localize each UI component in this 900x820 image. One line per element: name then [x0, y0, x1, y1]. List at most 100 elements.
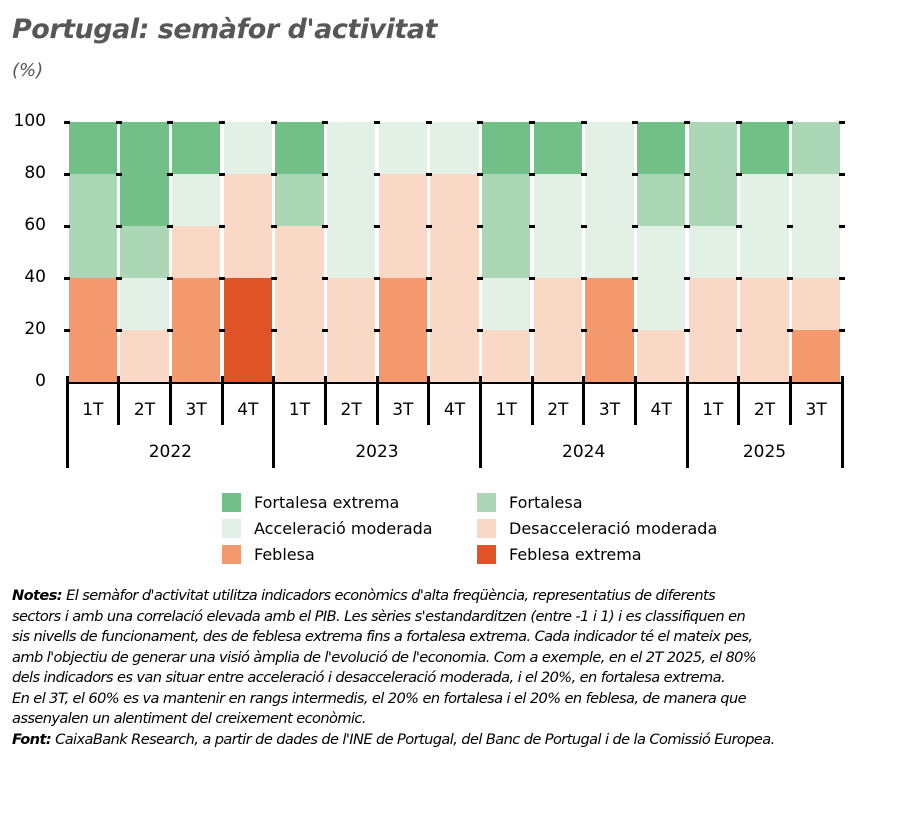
notes-line-3: amb l'objectiu de generar una visió àmpl…: [12, 648, 757, 666]
tick-mark: [477, 328, 484, 332]
y-tick-label: 60: [24, 215, 46, 235]
tick-mark: [839, 224, 845, 228]
tick-mark: [839, 172, 845, 176]
tick-mark: [374, 172, 380, 176]
year-separator: [272, 376, 276, 468]
segment-acceleracio-moderada: [481, 278, 531, 330]
tick-mark: [374, 276, 380, 280]
tick-mark: [580, 276, 587, 280]
tick-mark: [839, 120, 845, 124]
quarter-separator: [117, 376, 121, 425]
tick-mark: [425, 172, 432, 176]
legend-label: Feblesa: [254, 544, 315, 564]
year-label: 2023: [355, 442, 399, 462]
tick-mark: [219, 120, 225, 124]
quarter-label: 4T: [237, 400, 259, 420]
quarter-label: 2T: [547, 400, 569, 420]
tick-mark: [580, 172, 587, 176]
tick-mark: [787, 328, 794, 332]
legend-label: Acceleració moderada: [254, 518, 433, 538]
quarter-label: 1T: [495, 400, 517, 420]
tick-mark: [115, 172, 122, 176]
quarter-label: 3T: [598, 400, 621, 420]
segment-fortalesa: [68, 174, 118, 278]
legend-swatch: [477, 492, 496, 512]
tick-mark: [735, 276, 742, 280]
bar-1t-2024: [481, 122, 531, 382]
y-tick-label: 0: [35, 371, 46, 391]
quarter-separator: [168, 376, 172, 425]
quarter-label: 2T: [753, 400, 776, 420]
bar-4t-2024: [636, 122, 686, 382]
tick-mark: [684, 328, 690, 332]
segment-fortalesa: [636, 174, 686, 226]
bar-2t-2022: [120, 122, 169, 382]
legend-item-fortalesa: Fortalesa: [477, 492, 583, 512]
tick-mark: [270, 120, 277, 124]
bar-3t-2024: [585, 122, 634, 382]
segment-desacceleracio-moderada: [171, 226, 221, 278]
bar-2t-2025: [740, 122, 789, 382]
tick-mark: [374, 120, 380, 124]
segment-fortalesa-extrema: [120, 122, 169, 226]
segment-fortalesa-extrema: [481, 122, 531, 174]
y-tick-label: 100: [13, 111, 46, 131]
quarter-label: 2T: [340, 400, 362, 420]
year-separator: [65, 376, 69, 468]
tick-mark: [735, 172, 742, 176]
tick-mark: [735, 328, 742, 332]
chart-title: Portugal: semàfor d'activitat: [12, 14, 437, 45]
tick-mark: [64, 172, 70, 176]
segment-desacceleracio-moderada: [791, 278, 841, 330]
segment-desacceleracio-moderada: [326, 278, 376, 382]
tick-mark: [580, 224, 587, 228]
tick-mark: [219, 276, 225, 280]
tick-mark: [735, 224, 742, 228]
segment-acceleracio-moderada: [791, 174, 841, 278]
tick-mark: [167, 120, 174, 124]
tick-mark: [322, 328, 329, 332]
tick-mark: [270, 172, 277, 176]
segment-feblesa: [791, 330, 841, 382]
segment-desacceleracio-moderada: [120, 330, 169, 382]
tick-mark: [425, 224, 432, 228]
quarter-label: 4T: [443, 400, 466, 420]
legend-swatch: [477, 518, 496, 538]
legend-swatch: [477, 544, 496, 564]
bar-3t-2022: [171, 122, 221, 382]
tick-mark: [684, 120, 690, 124]
notes-line-0: Notes: El semàfor d'activitat utilitza i…: [12, 586, 892, 607]
quarter-label: 1T: [702, 400, 724, 420]
tick-mark: [477, 120, 484, 124]
source-label: Font:: [12, 730, 52, 748]
tick-mark: [322, 172, 329, 176]
segment-desacceleracio-moderada: [430, 174, 479, 382]
tick-mark: [115, 224, 122, 228]
segment-acceleracio-moderada: [636, 226, 686, 330]
segment-fortalesa: [120, 226, 169, 278]
quarter-separator: [323, 376, 327, 425]
segment-desacceleracio-moderada: [688, 278, 738, 382]
tick-mark: [529, 172, 535, 176]
tick-mark: [787, 224, 794, 228]
legend-label: Desacceleració moderada: [509, 518, 718, 538]
tick-mark: [167, 276, 174, 280]
tick-mark: [115, 276, 122, 280]
bar-3t-2023: [378, 122, 428, 382]
tick-mark: [632, 120, 639, 124]
segment-acceleracio-moderada: [326, 122, 376, 278]
segment-acceleracio-moderada: [688, 226, 738, 278]
segment-desacceleracio-moderada: [740, 278, 789, 382]
y-tick-label: 20: [24, 319, 46, 339]
segment-feblesa: [68, 278, 118, 382]
tick-mark: [64, 120, 70, 124]
notes-line-5: En el 3T, el 60% es va mantenir en rangs…: [12, 689, 747, 707]
legend-item-feblesa: Feblesa: [222, 544, 315, 564]
segment-acceleracio-moderada: [430, 122, 479, 174]
quarter-separator: [530, 376, 534, 425]
tick-mark: [684, 224, 690, 228]
legend-label: Fortalesa: [509, 492, 583, 512]
tick-mark: [787, 276, 794, 280]
bar-1t-2022: [68, 122, 118, 382]
tick-mark: [219, 224, 225, 228]
